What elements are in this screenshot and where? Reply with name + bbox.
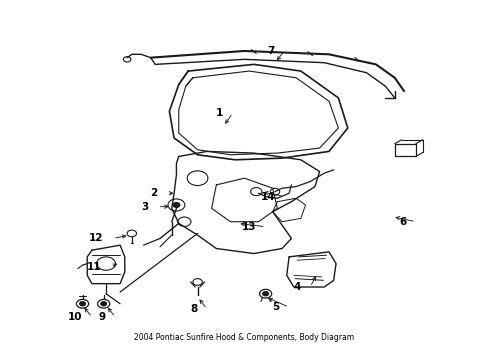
Text: 9: 9 xyxy=(99,312,106,322)
Circle shape xyxy=(173,203,180,207)
Text: 13: 13 xyxy=(241,222,256,232)
Circle shape xyxy=(262,292,268,296)
Text: 12: 12 xyxy=(89,234,103,243)
Text: 3: 3 xyxy=(141,202,148,212)
Text: 11: 11 xyxy=(87,262,101,272)
Circle shape xyxy=(80,302,85,306)
Circle shape xyxy=(101,302,106,306)
Text: 8: 8 xyxy=(190,304,197,314)
Text: 6: 6 xyxy=(398,217,406,227)
Text: 5: 5 xyxy=(272,302,279,312)
Text: 4: 4 xyxy=(293,282,300,292)
Text: 2004 Pontiac Sunfire Hood & Components, Body Diagram: 2004 Pontiac Sunfire Hood & Components, … xyxy=(134,333,354,342)
Text: 7: 7 xyxy=(267,46,274,56)
Text: 14: 14 xyxy=(260,192,274,202)
Text: 2: 2 xyxy=(150,188,157,198)
Text: 1: 1 xyxy=(216,108,223,118)
Text: 10: 10 xyxy=(68,312,82,322)
